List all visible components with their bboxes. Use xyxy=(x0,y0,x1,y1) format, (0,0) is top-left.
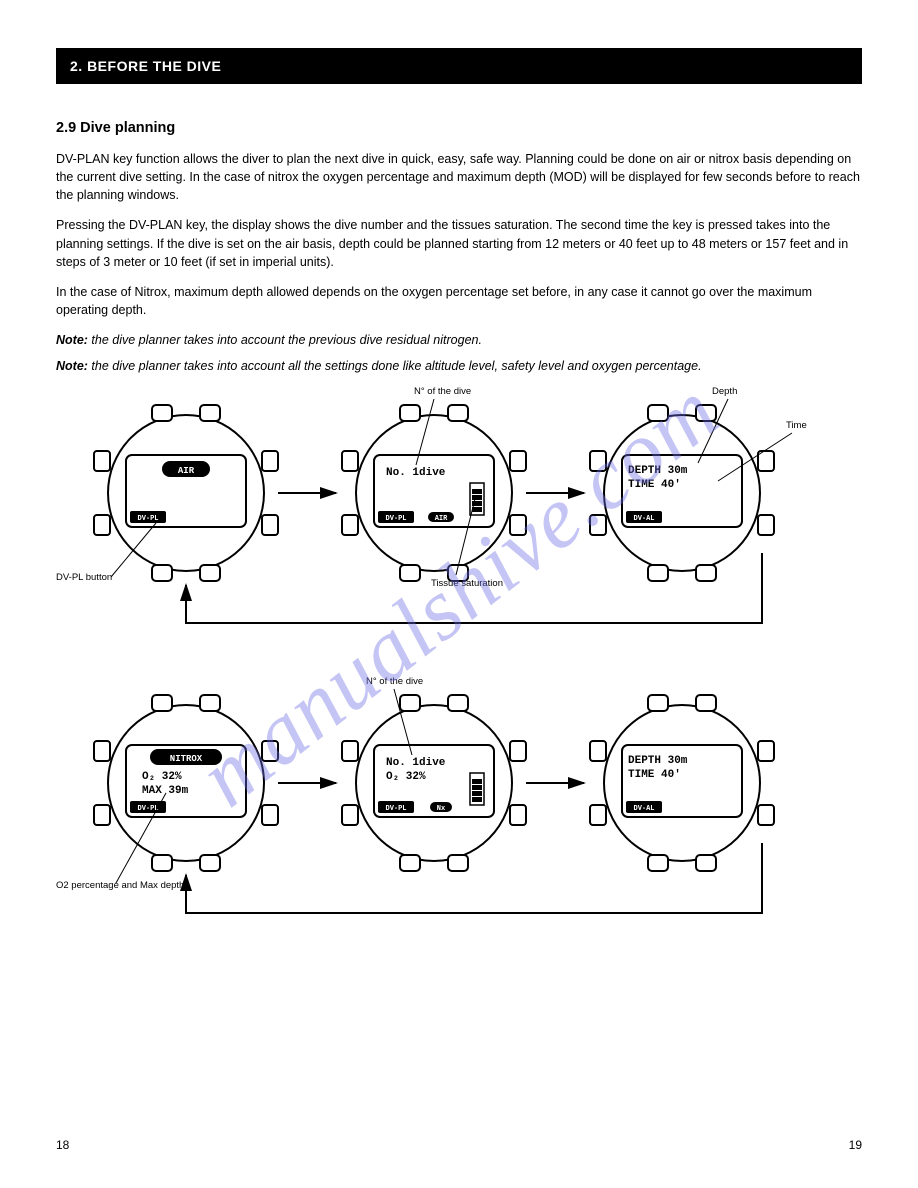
label-depth: Depth xyxy=(712,387,737,397)
svg-text:DEPTH 30m: DEPTH 30m xyxy=(628,755,688,767)
label-dive-number: N° of the dive xyxy=(414,387,471,397)
svg-text:DV-AL: DV-AL xyxy=(633,515,654,523)
watch-nitrox-3: DEPTH 30m TIME 40' DV-AL xyxy=(590,695,774,871)
page-container: 2. BEFORE THE DIVE 2.9 Dive planning DV-… xyxy=(0,0,918,1023)
paragraph-1: DV-PLAN key function allows the diver to… xyxy=(56,150,862,204)
watch-nitrox-1: NITROX O₂ 32% MAX 39m DV-PL xyxy=(94,695,278,871)
svg-text:NITROX: NITROX xyxy=(170,754,203,764)
label-tissue-saturation: Tissue saturation xyxy=(431,579,503,589)
note-1-text: the dive planner takes into account the … xyxy=(88,333,482,347)
svg-text:TIME 40': TIME 40' xyxy=(628,769,681,781)
watch-air-1: AIR DV-PL xyxy=(94,405,278,581)
watch-nitrox-2: No. 1dive O₂ 32% DV-PL Nx xyxy=(342,695,526,871)
svg-text:No. 1dive: No. 1dive xyxy=(386,467,446,479)
svg-text:DV-PL: DV-PL xyxy=(385,805,406,813)
header-bar: 2. BEFORE THE DIVE xyxy=(56,48,862,84)
note-2-text: the dive planner takes into account all … xyxy=(88,359,702,373)
svg-text:AIR: AIR xyxy=(178,466,195,476)
label-time: Time xyxy=(786,421,807,431)
note-1-label: Note: xyxy=(56,333,88,347)
figure-svg: AIR DV-PL No. 1dive DV-PL AIR xyxy=(56,383,862,1023)
svg-text:DV-AL: DV-AL xyxy=(633,805,654,813)
label-o2-max: O2 percentage and Max depth xyxy=(56,881,184,891)
paragraph-3: In the case of Nitrox, maximum depth all… xyxy=(56,283,862,319)
svg-text:DV-PL: DV-PL xyxy=(385,515,406,523)
svg-text:TIME 40': TIME 40' xyxy=(628,479,681,491)
watch-air-3: DEPTH 30m TIME 40' DV-AL xyxy=(590,405,774,581)
page-number-left: 18 xyxy=(56,1138,69,1152)
svg-text:O₂ 32%: O₂ 32% xyxy=(142,771,182,783)
watch-air-2: No. 1dive DV-PL AIR xyxy=(342,405,526,581)
figure-area: N° of the dive Depth Time DV-PL button T… xyxy=(56,383,862,1023)
svg-text:No. 1dive: No. 1dive xyxy=(386,757,446,769)
note-2-label: Note: xyxy=(56,359,88,373)
svg-text:DEPTH 30m: DEPTH 30m xyxy=(628,465,688,477)
label-dive-number-2: N° of the dive xyxy=(366,677,423,687)
paragraph-2: Pressing the DV-PLAN key, the display sh… xyxy=(56,216,862,270)
note-1: Note: the dive planner takes into accoun… xyxy=(56,331,862,349)
label-dvpl-button: DV-PL button xyxy=(56,573,112,583)
svg-text:Nx: Nx xyxy=(437,805,446,813)
svg-text:AIR: AIR xyxy=(435,515,448,523)
section-title: 2.9 Dive planning xyxy=(56,120,862,136)
svg-text:DV-PL: DV-PL xyxy=(137,515,158,523)
page-number-right: 19 xyxy=(849,1138,862,1152)
note-2: Note: the dive planner takes into accoun… xyxy=(56,357,862,375)
svg-text:O₂ 32%: O₂ 32% xyxy=(386,771,426,783)
